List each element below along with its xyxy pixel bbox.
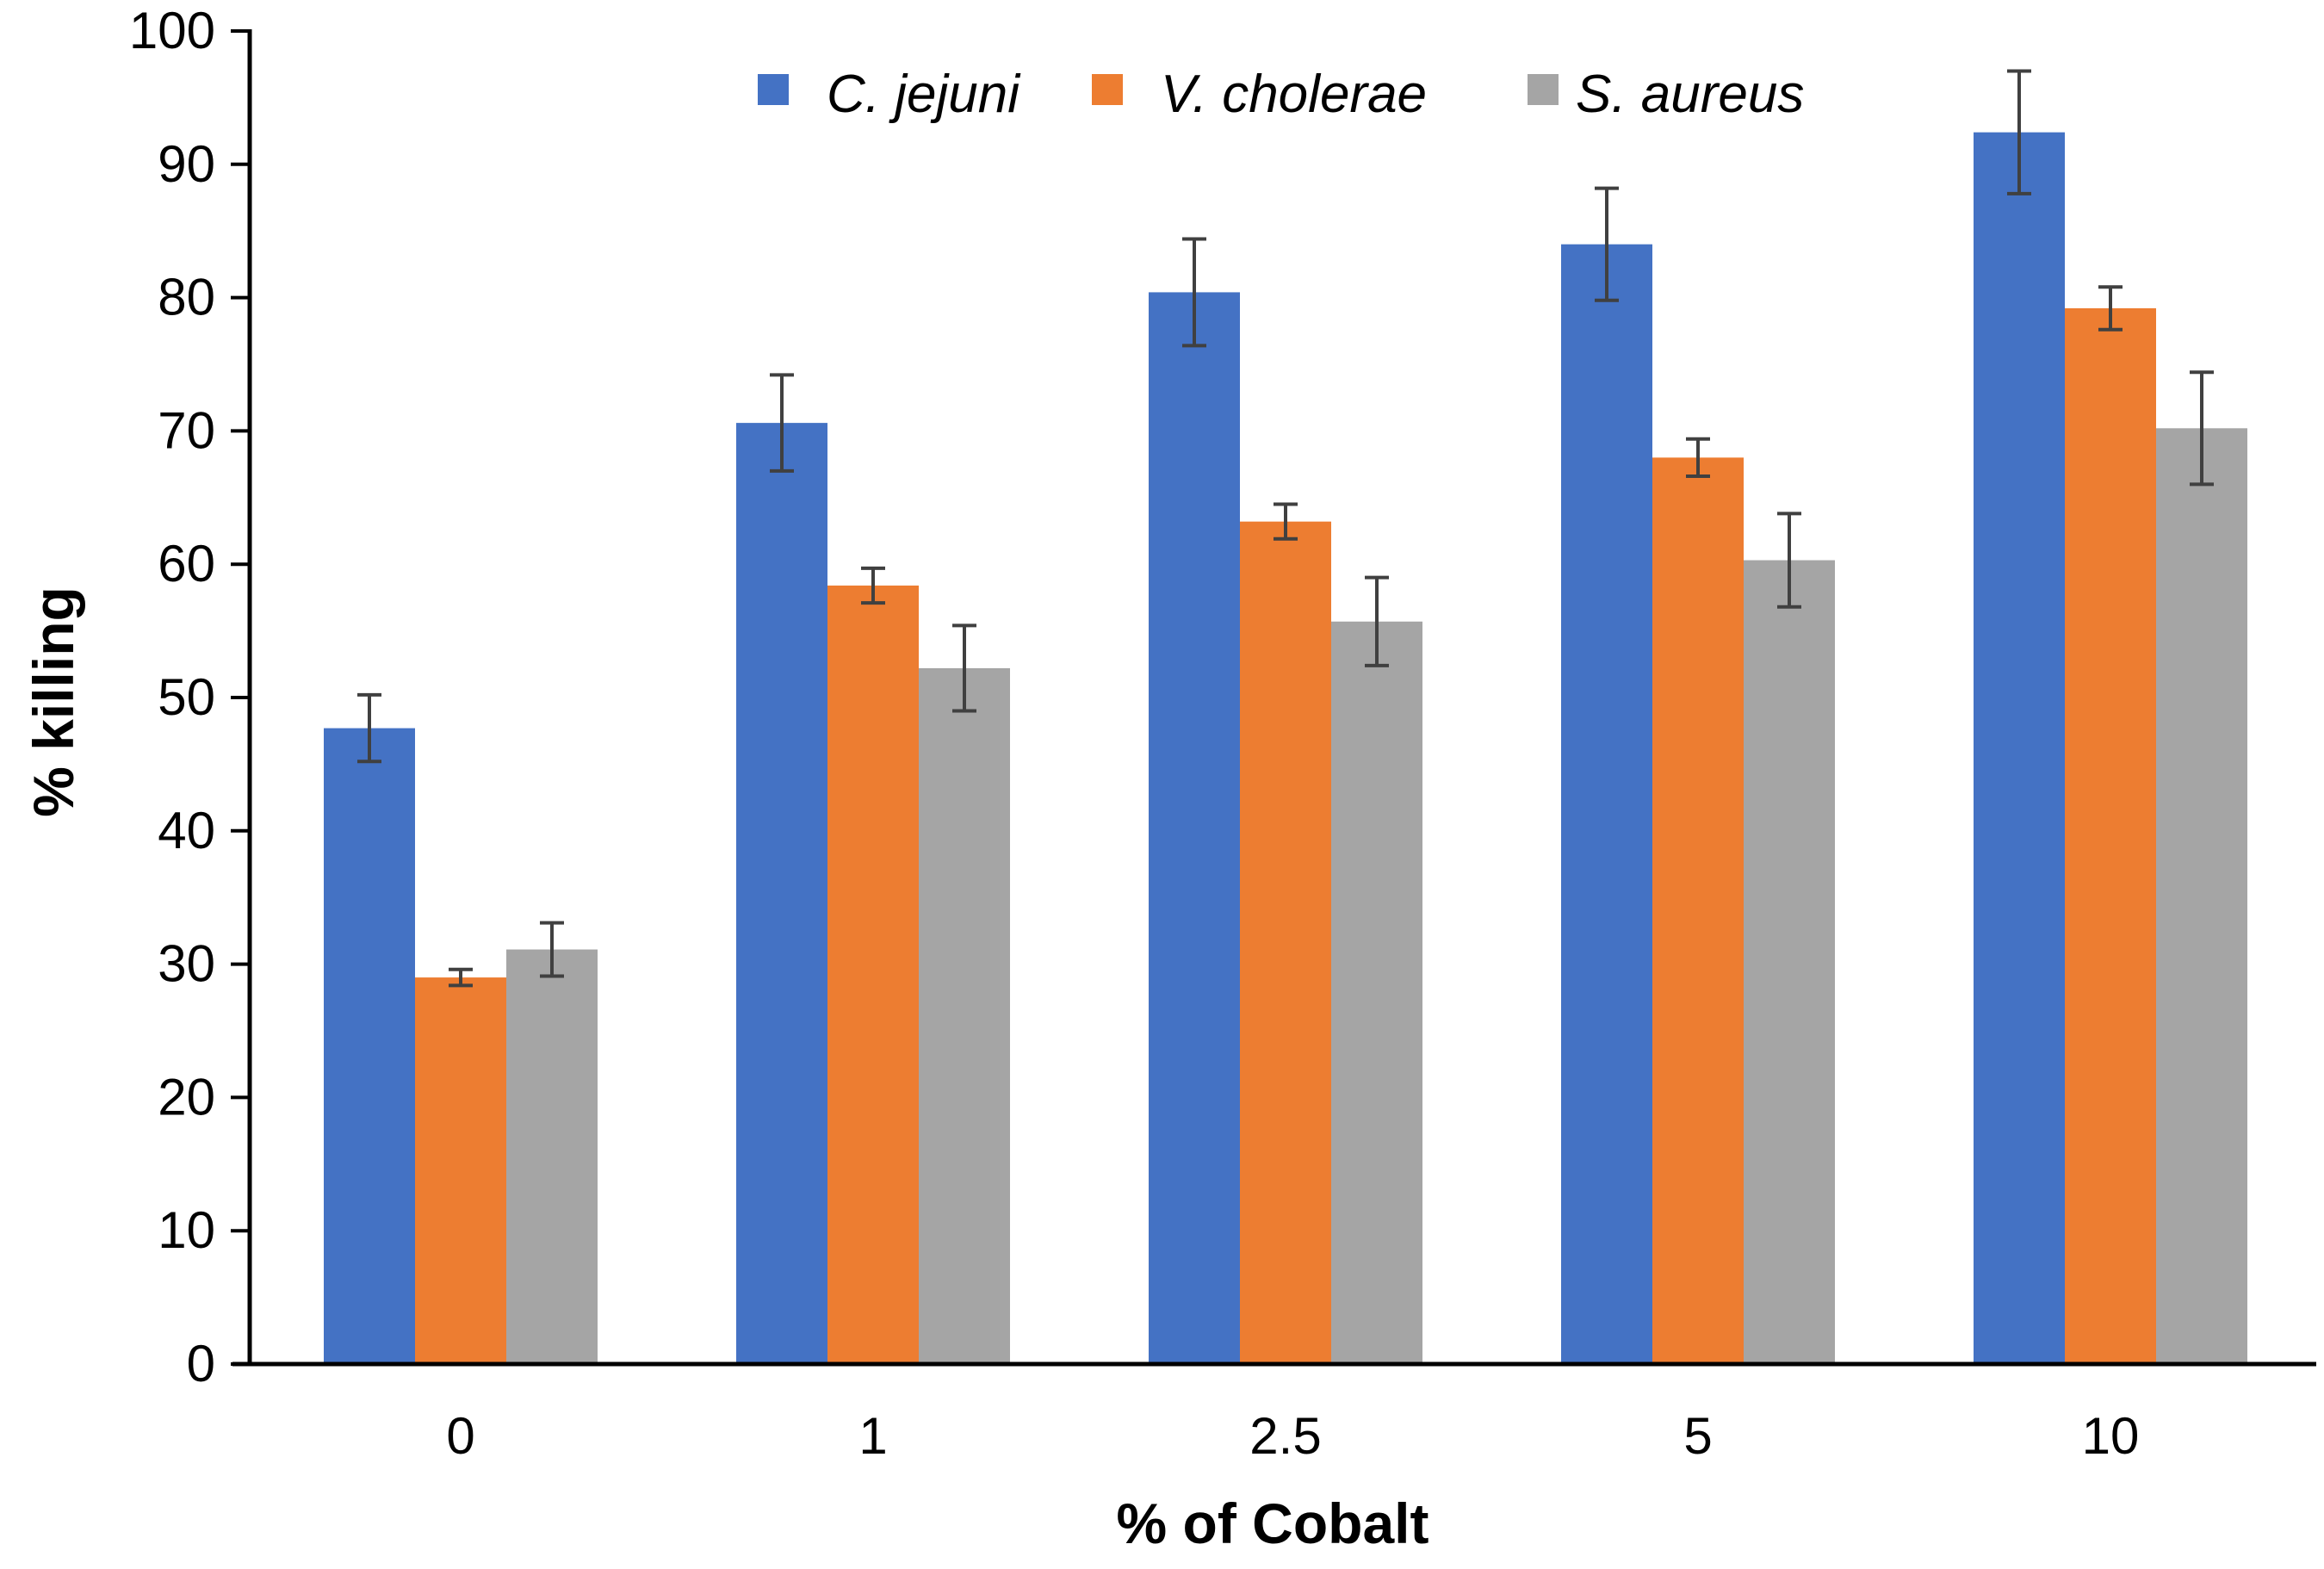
y-axis-ticks: 0 10 20 30 40 50 60 70 80 90 100 bbox=[129, 2, 250, 1392]
bar-cjejuni-0 bbox=[324, 728, 415, 1364]
bar-saureus-2.5 bbox=[1331, 621, 1422, 1364]
y-tick-label: 10 bbox=[158, 1201, 215, 1259]
bar-vcholerae-1 bbox=[827, 585, 919, 1364]
y-tick-label: 0 bbox=[187, 1335, 215, 1392]
bar-saureus-0 bbox=[506, 949, 598, 1364]
legend: C. jejuni V. cholerae S. aureus bbox=[758, 65, 1804, 124]
bar-saureus-1 bbox=[919, 667, 1010, 1364]
bar-cjejuni-2.5 bbox=[1149, 292, 1240, 1365]
bar-cjejuni-10 bbox=[1974, 132, 2065, 1365]
bars bbox=[324, 132, 2247, 1365]
x-tick-label: 10 bbox=[2082, 1407, 2140, 1465]
bar-vcholerae-10 bbox=[2065, 307, 2156, 1364]
x-tick-label: 5 bbox=[1683, 1407, 1712, 1465]
bar-saureus-10 bbox=[2156, 428, 2247, 1365]
legend-swatch bbox=[1092, 74, 1123, 105]
legend-label: V. cholerae bbox=[1161, 65, 1427, 124]
x-axis-ticks: 0 1 2.5 5 10 bbox=[446, 1407, 2139, 1465]
bar-vcholerae-0 bbox=[415, 977, 506, 1364]
bar-cjejuni-1 bbox=[736, 423, 827, 1364]
y-tick-label: 60 bbox=[158, 535, 215, 592]
bar-vcholerae-2.5 bbox=[1240, 521, 1331, 1364]
legend-label: C. jejuni bbox=[827, 65, 1021, 124]
y-tick-label: 100 bbox=[129, 2, 215, 59]
y-tick-label: 50 bbox=[158, 668, 215, 726]
axes bbox=[232, 29, 2316, 1367]
bar-cjejuni-5 bbox=[1561, 244, 1652, 1365]
legend-label: S. aureus bbox=[1576, 65, 1804, 124]
bar-saureus-5 bbox=[1744, 560, 1835, 1364]
bar-vcholerae-5 bbox=[1652, 457, 1744, 1364]
legend-swatch bbox=[1528, 74, 1559, 105]
y-tick-label: 80 bbox=[158, 269, 215, 326]
y-tick-label: 90 bbox=[158, 135, 215, 193]
x-axis-label: % of Cobalt bbox=[1117, 1491, 1429, 1555]
x-tick-label: 1 bbox=[858, 1407, 887, 1465]
y-axis-label: % killing bbox=[22, 586, 85, 817]
legend-swatch bbox=[758, 74, 789, 105]
y-tick-label: 20 bbox=[158, 1068, 215, 1126]
x-tick-label: 2.5 bbox=[1249, 1407, 1321, 1465]
y-tick-label: 30 bbox=[158, 935, 215, 993]
x-tick-label: 0 bbox=[446, 1407, 474, 1465]
error-bars bbox=[357, 69, 2214, 988]
y-tick-label: 40 bbox=[158, 802, 215, 859]
y-tick-label: 70 bbox=[158, 401, 215, 459]
